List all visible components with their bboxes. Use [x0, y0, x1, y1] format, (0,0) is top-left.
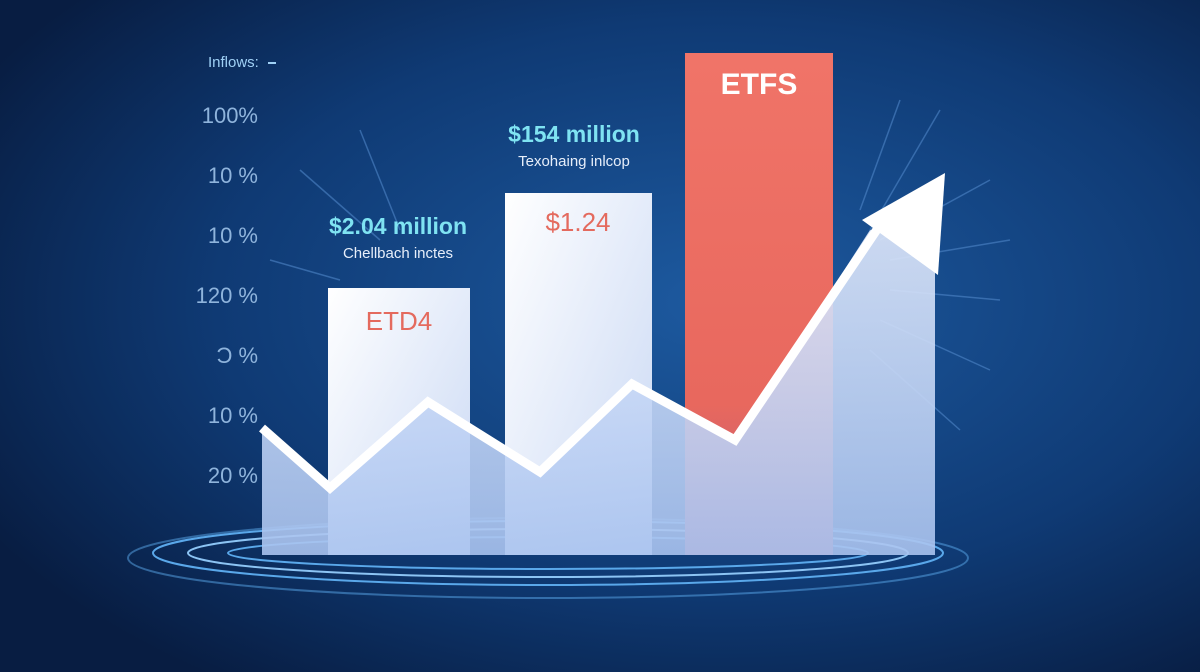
axis-label: 20 % [208, 463, 258, 488]
bar-label: ETD4 [366, 306, 432, 336]
area [262, 230, 935, 555]
annotation-value: $2.04 million [329, 213, 467, 239]
bar-label: $1.24 [545, 207, 610, 237]
annotation-caption: Chellbach inctes [343, 245, 453, 262]
axis-label: 100% [202, 103, 258, 128]
annotation-value: $154 million [508, 121, 640, 147]
axis-label: 10 % [208, 403, 258, 428]
axis-label: Ɔ % [216, 343, 258, 368]
axis-label: 10 % [208, 163, 258, 188]
bar-label: ETFS [721, 68, 798, 101]
arrow-head [862, 173, 945, 275]
axis-label: 10 % [208, 223, 258, 248]
trend-line [259, 222, 884, 494]
header-label: Inflows: [208, 54, 259, 71]
annotation-caption: Texohaing inlcop [518, 153, 630, 170]
axis-label: 120 % [196, 283, 258, 308]
axis-labels: 100% 10 % 10 % 120 % Ɔ % 10 % 20 % [196, 103, 258, 488]
